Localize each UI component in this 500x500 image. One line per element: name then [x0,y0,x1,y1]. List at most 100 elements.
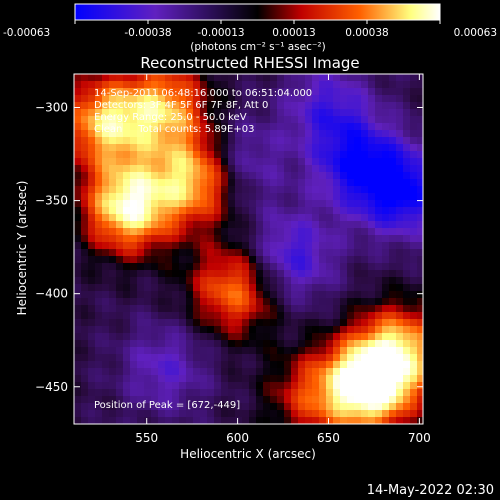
heatmap-cell [417,347,423,354]
heatmap-cell [319,235,326,242]
heatmap-cell [137,403,144,410]
heatmap-cell [249,326,256,333]
heatmap-cell [284,333,291,340]
heatmap-cell [207,277,214,284]
heatmap-cell [270,74,277,81]
heatmap-cell [228,326,235,333]
heatmap-cell [221,354,228,361]
heatmap-cell [116,179,123,186]
heatmap-cell [396,116,403,123]
heatmap-cell [172,298,179,305]
heatmap-cell [305,375,312,382]
heatmap-cell [291,193,298,200]
heatmap-cell [235,389,242,396]
heatmap-cell [368,291,375,298]
heatmap-cell [305,284,312,291]
heatmap-cell [326,95,333,102]
heatmap-cell [347,312,354,319]
heatmap-cell [81,382,88,389]
heatmap-cell [228,298,235,305]
heatmap-cell [396,200,403,207]
heatmap-cell [354,88,361,95]
heatmap-cell [130,207,137,214]
heatmap-cell [256,375,263,382]
heatmap-cell [228,284,235,291]
heatmap-cell [179,200,186,207]
heatmap-cell [242,81,249,88]
heatmap-cell [109,389,116,396]
heatmap-cell [221,242,228,249]
heatmap-cell [396,312,403,319]
heatmap-cell [144,326,151,333]
heatmap-cell [263,319,270,326]
heatmap-cell [137,326,144,333]
heatmap-cell [102,284,109,291]
heatmap-cell [326,193,333,200]
heatmap-cell [417,298,423,305]
heatmap-cell [74,172,81,179]
heatmap-cell [116,249,123,256]
heatmap-cell [81,214,88,221]
heatmap-cell [256,403,263,410]
heatmap-cell [193,326,200,333]
heatmap-cell [347,263,354,270]
heatmap-cell [214,354,221,361]
heatmap-cell [277,249,284,256]
heatmap-cell [207,396,214,403]
heatmap-cell [172,151,179,158]
heatmap-cell [88,200,95,207]
heatmap-cell [263,109,270,116]
heatmap-cell [207,102,214,109]
heatmap-cell [417,88,423,95]
heatmap-cell [298,109,305,116]
heatmap-cell [382,74,389,81]
heatmap-cell [319,130,326,137]
heatmap-cell [74,242,81,249]
heatmap-cell [291,214,298,221]
heatmap-cell [151,298,158,305]
heatmap-cell [88,305,95,312]
heatmap-cell [284,263,291,270]
heatmap-cell [403,347,410,354]
heatmap-cell [116,228,123,235]
heatmap-cell [277,95,284,102]
heatmap-cell [382,81,389,88]
heatmap-cell [249,410,256,417]
heatmap-cell [375,284,382,291]
heatmap-cell [158,158,165,165]
heatmap-cell [326,284,333,291]
heatmap-cell [340,214,347,221]
heatmap-cell [88,172,95,179]
heatmap-cell [123,326,130,333]
heatmap-cell [284,361,291,368]
heatmap-cell [144,186,151,193]
heatmap-cell [116,144,123,151]
heatmap-cell [151,333,158,340]
heatmap-cell [144,123,151,130]
heatmap-cell [375,333,382,340]
heatmap-cell [214,410,221,417]
heatmap-cell [74,298,81,305]
heatmap-cell [81,305,88,312]
heatmap-cell [375,144,382,151]
heatmap-cell [165,144,172,151]
heatmap-cell [123,256,130,263]
heatmap-cell [221,389,228,396]
heatmap-cell [137,305,144,312]
heatmap-cell [298,88,305,95]
heatmap-cell [221,375,228,382]
heatmap-cell [200,396,207,403]
heatmap-cell [298,389,305,396]
heatmap-cell [151,242,158,249]
heatmap-cell [340,179,347,186]
heatmap-cell [361,200,368,207]
heatmap-cell [116,81,123,88]
heatmap-cell [102,74,109,81]
heatmap-cell [102,368,109,375]
heatmap-cell [347,228,354,235]
heatmap-cell [130,116,137,123]
heatmap-cell [347,151,354,158]
heatmap-cell [102,242,109,249]
heatmap-cell [109,417,116,424]
heatmap-cell [256,116,263,123]
